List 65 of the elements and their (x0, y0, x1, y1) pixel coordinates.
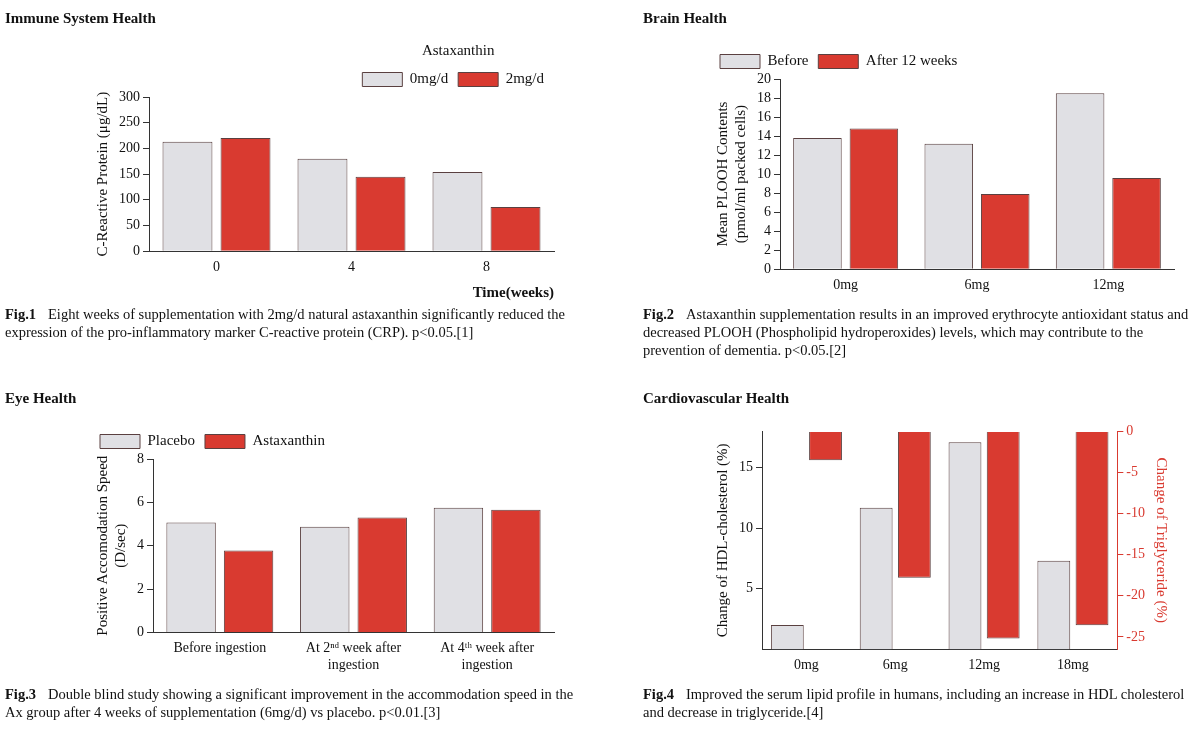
y-tick-label: 5 (746, 580, 753, 596)
y2-tick-label: -5 (1126, 464, 1139, 480)
x-tick-label: 6mg (882, 657, 908, 673)
y-axis-title: C-Reactive Protein (μg/dL) (93, 91, 111, 257)
y-tick-label: 10 (757, 165, 771, 181)
y-tick-label: 250 (119, 114, 140, 130)
x-tick-label: 0 (213, 259, 220, 275)
x-tick-label: 8 (483, 259, 490, 275)
y-tick-label: 2 (764, 241, 771, 257)
y-tick-label: 200 (119, 140, 140, 156)
x-tick-label: 0mg (833, 277, 859, 293)
y-axis-title: Change of HDL-cholesterol (%) (713, 443, 731, 638)
chart-title: Brain Health (643, 10, 727, 27)
x-tick-label: 18mg (1056, 657, 1089, 673)
y-axis-title: Mean PLOOH Contents (pmol/ml packed cells) (713, 101, 749, 247)
caption: Fig.3 Double blind study showing a significant improvement in the accommodation speed in the Ax group after 4 weeks of supplementation (6mg/d) vs placebo. p<0.01.[3] (5, 685, 575, 721)
caption: Fig.4 Improved the serum lipid profile in humans, including an increase in HDL cholesterol and decrease in triglyceride.[4] (643, 685, 1186, 721)
caption: Fig.1 Eight weeks of supplementation with 2mg/d natural astaxanthin significantly reduced the expression of the pro-inflammatory marker C-reactive protein (CRP). p<0.05.[1] (5, 305, 567, 341)
x-tick-label: 12mg (1092, 277, 1125, 293)
x-tick-label: 6mg (964, 277, 990, 293)
y-tick-label: 0 (137, 624, 144, 640)
y2-tick-label: -25 (1126, 628, 1146, 644)
legend-label: 2mg/d (505, 70, 545, 87)
y-tick-label: 8 (137, 450, 144, 466)
y-tick-label: 150 (119, 165, 140, 181)
legend-label: 0mg/d (409, 70, 449, 87)
legend-label: Before (767, 52, 809, 69)
y-tick-label: 6 (764, 203, 771, 219)
y-tick-label: 8 (764, 184, 771, 200)
y-tick-label: 18 (757, 89, 771, 105)
caption: Fig.2 Astaxanthin supplementation results in an improved erythrocyte antioxidant status and decreased PLOOH (Phospholipid hydroperoxides) levels, which may contribute to the prevention of dementia. p<0.05.[2] (643, 305, 1190, 359)
x-tick-label: 0mg (793, 657, 819, 673)
y-tick-label: 20 (757, 70, 771, 86)
chart-title: Cardiovascular Health (643, 390, 789, 407)
x-tick-label: 12mg (968, 657, 1001, 673)
x-tick-label: 4 (348, 259, 355, 275)
y-tick-label: 14 (757, 127, 771, 143)
legend-label: Astaxanthin (252, 432, 326, 449)
x-tick-label: At 2ⁿᵈ week after ingestion (305, 640, 402, 673)
y-axis-title: Positive Accomodation Speed (D/sec) (93, 455, 129, 636)
legend-label: After 12 weeks (865, 52, 958, 69)
y-tick-label: 2 (137, 580, 144, 596)
y-tick-label: 4 (764, 222, 771, 238)
y2-tick-label: -10 (1126, 505, 1146, 521)
y-tick-label: 15 (739, 459, 753, 475)
x-tick-label: At 4ᵗʰ week after ingestion (440, 640, 535, 673)
x-tick-label: Before ingestion (173, 640, 267, 656)
y-tick-label: 12 (757, 146, 771, 162)
y-tick-label: 6 (137, 494, 144, 510)
legend-label: Placebo (147, 432, 195, 449)
y2-tick-label: -20 (1126, 587, 1146, 603)
y-tick-label: 0 (133, 242, 140, 258)
y-tick-label: 50 (126, 217, 140, 233)
y-tick-label: 10 (739, 519, 753, 535)
chart-title: Immune System Health (5, 10, 156, 27)
y-tick-label: 16 (757, 108, 771, 124)
y-tick-label: 100 (119, 191, 140, 207)
y2-tick-label: -15 (1126, 546, 1146, 562)
legend-title: Astaxanthin (421, 42, 495, 59)
x-axis-title: Time(weeks) (472, 283, 554, 301)
y-tick-label: 4 (137, 537, 144, 553)
y2-axis-title: Change of Triglyceride (%) (1153, 457, 1171, 623)
y2-tick-label: 0 (1126, 423, 1134, 439)
chart-title: Eye Health (5, 390, 77, 407)
y-tick-label: 300 (119, 88, 140, 104)
